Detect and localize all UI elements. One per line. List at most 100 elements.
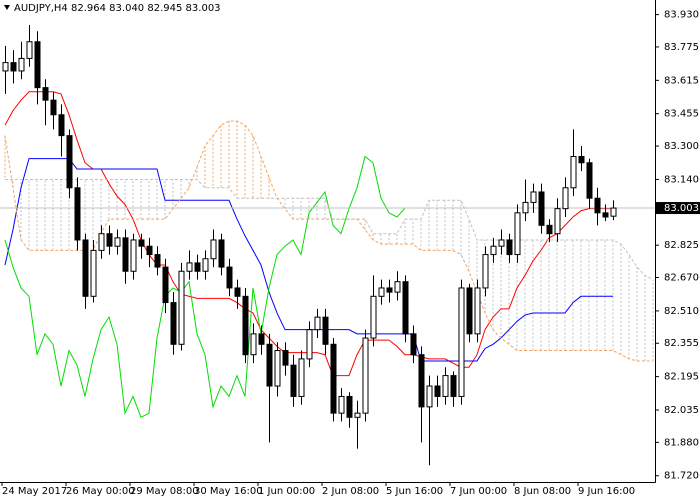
candle-body [594,197,601,214]
y-tick-label: 83.300 [664,141,699,152]
candle-body [82,239,89,297]
x-tick-label: 8 Jun 08:00 [514,486,571,497]
candle-body [178,270,185,345]
candle-body [362,337,369,414]
low-value: 82.945 [147,3,182,14]
candle-body [378,287,385,297]
candle-body [202,258,209,272]
candle-body [258,333,265,345]
menu-arrow[interactable] [4,5,10,10]
candle-body [402,281,409,335]
candle-body [194,262,201,272]
y-tick-label: 83.930 [664,10,699,21]
candle-body [514,212,521,256]
candle-body [10,62,17,72]
candle-body [298,358,305,397]
candle-body [490,245,497,256]
candle-body [458,287,465,397]
y-tick-label: 82.035 [664,405,699,416]
price-tag-label: 83.003 [664,203,699,214]
candle-body [442,375,449,397]
candle-body [18,57,25,72]
candle-body [306,329,313,360]
candle-body [386,287,393,293]
indicator-line [4,120,653,362]
candle-body [474,287,481,335]
y-tick-label: 82.825 [664,240,699,251]
price-tag [656,202,700,215]
y-tick-label: 81.720 [664,471,699,482]
candle-body [106,233,113,247]
candle-body [530,191,537,203]
x-tick-label: 29 May 08:00 [130,486,199,497]
candle-body [42,87,49,101]
candle-body [346,395,353,418]
candle-body [314,316,321,331]
candle-body [266,343,273,387]
candle-body [90,249,97,297]
candle-body [186,262,193,272]
candle-body [98,233,105,251]
candle-body [154,254,161,268]
plot-area [0,25,655,466]
candle-body [26,41,33,59]
x-tick-label: 7 Jun 00:00 [450,486,507,497]
y-tick-label: 83.140 [664,174,699,185]
x-tick-label: 1 Jun 00:00 [258,486,315,497]
candle-body [234,287,241,297]
candle-body [74,187,81,241]
candle-body [538,191,545,226]
candle-body [226,266,233,289]
x-tick-label: 30 May 16:00 [194,486,263,497]
high-value: 83.040 [109,3,144,14]
candle-body [498,239,505,247]
candle-body [34,41,41,89]
x-tick-label: 26 May 00:00 [66,486,135,497]
candle-body [66,135,73,189]
candle-body [50,99,57,116]
candle-body [274,350,281,387]
candle-body [322,316,329,345]
symbol: AUDJPY,H4 [14,3,68,14]
candle-body [162,266,169,304]
y-tick-label: 81.880 [664,437,699,448]
candle-body [138,239,145,247]
candle-body [562,187,569,210]
indicator-line [5,178,654,281]
candle-body [290,364,297,397]
candle-body [546,224,553,235]
candle-body [418,354,425,408]
y-tick-label: 83.775 [664,42,699,53]
candle-body [610,207,617,217]
candle-body [602,212,609,218]
close-value: 83.003 [186,3,221,14]
candle-body [554,208,561,235]
x-tick-label: 2 Jun 08:00 [322,486,379,497]
candle-body [394,281,401,293]
candle-body [522,201,529,214]
candle-body [282,350,289,366]
x-tick-label: 5 Jun 16:00 [386,486,443,497]
candle-body [130,239,137,272]
candle-body [2,62,9,72]
candle-body [450,375,457,397]
y-tick-label: 82.670 [664,273,699,284]
y-tick-label: 83.615 [664,75,699,86]
candle-body [578,155,585,164]
x-tick-label: 24 May 2017 [2,486,67,497]
candle-body [586,162,593,199]
candle-body [330,343,337,414]
candle-body [218,239,225,268]
candle-body [570,155,577,189]
y-tick-label: 82.510 [664,306,699,317]
candle-body [506,239,513,256]
x-tick-label: 9 Jun 16:00 [578,486,635,497]
y-tick-label: 83.455 [664,109,699,120]
candle-body [58,114,65,137]
candle-body [114,237,121,247]
chart-header: AUDJPY,H4 82.964 83.040 82.945 83.003 [14,3,221,14]
y-tick-label: 82.355 [664,338,699,349]
open-value: 82.964 [71,3,106,14]
